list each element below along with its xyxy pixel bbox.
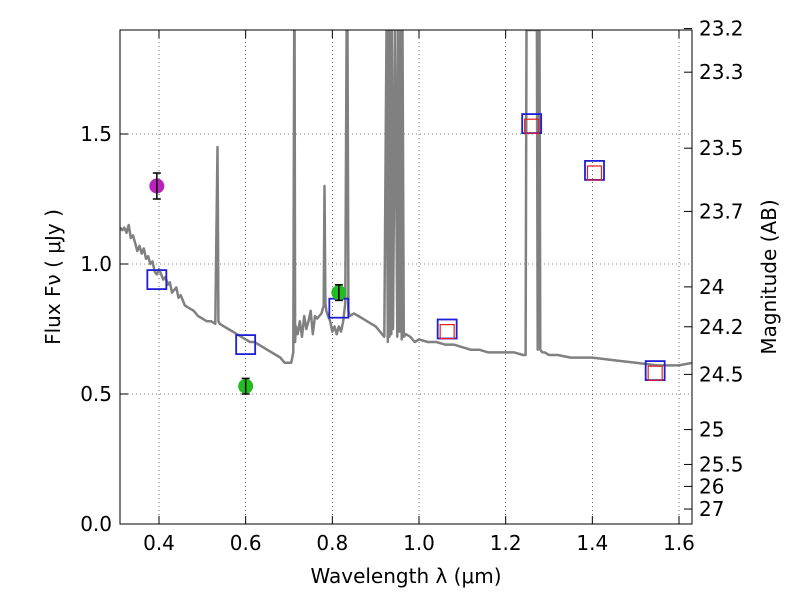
- y-axis-right-label: Magnitude (AB): [757, 199, 781, 354]
- axes-frame: [119, 29, 693, 525]
- mag-tick-label: 25: [699, 418, 724, 442]
- y-tick-label: 1.5: [80, 122, 112, 146]
- mag-tick-label: 24.2: [699, 315, 744, 339]
- mag-tick-label: 27: [699, 497, 724, 521]
- mag-tick-label: 23.7: [699, 199, 744, 223]
- y-tick-label: 0.0: [80, 512, 112, 536]
- red-square-marker: [439, 324, 455, 340]
- mag-tick-label: 23.5: [699, 136, 744, 160]
- x-tick-label: 0.8: [316, 531, 348, 555]
- mag-tick-label: 24.5: [699, 362, 744, 386]
- y-tick-label: 1.0: [80, 252, 112, 276]
- x-tick-label: 1.2: [490, 531, 522, 555]
- y-axis-left: 0.0 0.5 1.0 1.5: [80, 122, 128, 536]
- x-tick-label: 0.4: [143, 531, 175, 555]
- spectrum-line: [120, 30, 692, 367]
- red-square-marker: [524, 118, 540, 134]
- x-tick-label: 0.6: [230, 531, 262, 555]
- x-tick-label: 1.6: [663, 531, 695, 555]
- mag-tick-label: 26: [699, 474, 724, 498]
- blue-square-marker: [235, 334, 257, 356]
- mag-tick-label: 25.5: [699, 452, 744, 476]
- y-axis-label: Flux Fν ( μJy ): [41, 209, 65, 345]
- x-tick-label: 1.0: [403, 531, 435, 555]
- plot-area: [120, 30, 692, 395]
- y-tick-label: 0.5: [80, 382, 112, 406]
- mag-tick-label: 24: [699, 275, 724, 299]
- mag-tick-label: 23.3: [699, 60, 744, 84]
- mag-tick-label: 23.2: [699, 17, 744, 41]
- x-axis: 0.4 0.6 0.8 1.0 1.2 1.4 1.6: [143, 30, 695, 555]
- x-tick-label: 1.4: [576, 531, 608, 555]
- red-square-marker: [586, 165, 603, 181]
- x-axis-label: Wavelength λ (μm): [310, 564, 501, 588]
- blue-square-marker: [146, 269, 168, 291]
- red-square-marker: [647, 365, 663, 381]
